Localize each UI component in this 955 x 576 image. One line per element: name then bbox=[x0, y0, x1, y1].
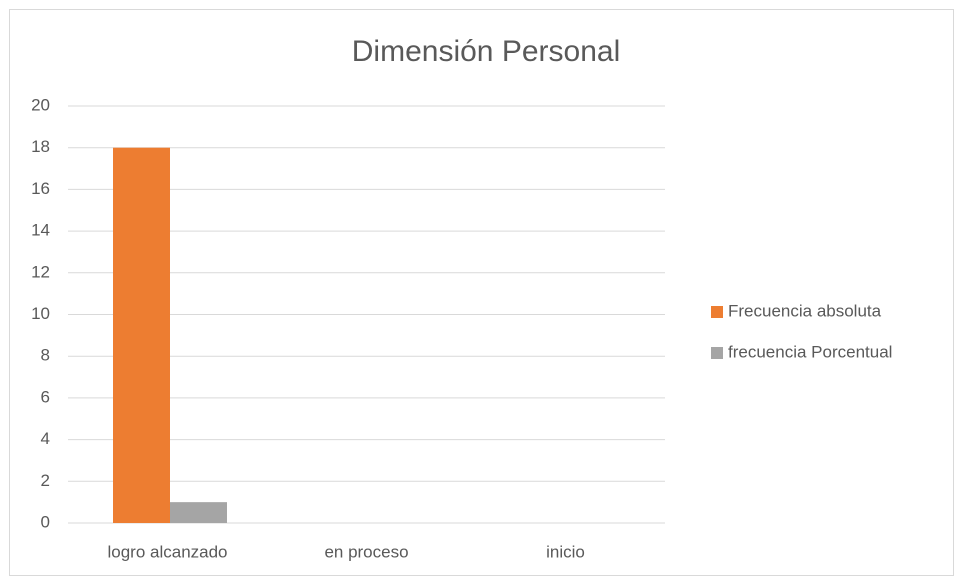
chart-title: Dimensión Personal bbox=[352, 35, 620, 68]
y-tick-label: 14 bbox=[31, 221, 50, 240]
y-tick-label: 16 bbox=[31, 179, 50, 198]
y-tick-label: 12 bbox=[31, 262, 50, 281]
y-tick-label: 8 bbox=[41, 346, 50, 365]
x-tick-label: inicio bbox=[546, 542, 585, 561]
x-tick-label: en proceso bbox=[324, 542, 408, 561]
bar bbox=[170, 502, 227, 523]
legend-swatch bbox=[711, 306, 723, 318]
legend-label: frecuencia Porcentual bbox=[728, 342, 892, 361]
bar bbox=[113, 147, 170, 523]
y-tick-label: 2 bbox=[41, 471, 50, 490]
y-tick-label: 4 bbox=[41, 429, 50, 448]
legend-label: Frecuencia absoluta bbox=[728, 301, 882, 320]
x-tick-label: logro alcanzado bbox=[107, 542, 227, 561]
y-tick-label: 0 bbox=[41, 512, 50, 531]
y-tick-label: 18 bbox=[31, 137, 50, 156]
y-tick-label: 20 bbox=[31, 95, 50, 114]
y-tick-label: 6 bbox=[41, 387, 50, 406]
y-tick-label: 10 bbox=[31, 304, 50, 323]
legend-swatch bbox=[711, 347, 723, 359]
